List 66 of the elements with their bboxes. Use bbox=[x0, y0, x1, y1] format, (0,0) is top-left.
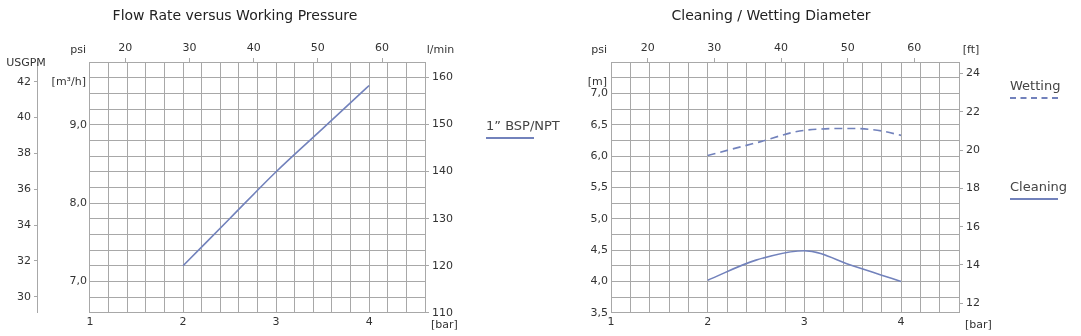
x-tick-label: 2 bbox=[179, 315, 187, 329]
x2-tick-label: 60 bbox=[375, 41, 390, 55]
x-tick-label: 3 bbox=[800, 315, 808, 329]
x-tick-label: 4 bbox=[897, 315, 905, 329]
y3-tick-label: 40 bbox=[17, 110, 31, 124]
y3-tick-label: 32 bbox=[17, 253, 31, 267]
y3-tick-label: 34 bbox=[17, 217, 31, 231]
y-tick-label: 5,0 bbox=[590, 211, 608, 225]
y2-tick-label: 130 bbox=[432, 211, 453, 225]
x2-tick-label: 20 bbox=[640, 41, 655, 55]
y-tick-label: 6,0 bbox=[590, 148, 608, 162]
y2-tick-label: 110 bbox=[432, 305, 453, 319]
x-tick-label: 1 bbox=[607, 315, 615, 329]
y3-tick-label: 36 bbox=[17, 182, 31, 196]
y-tick-label: 7,0 bbox=[590, 86, 608, 100]
y2-tick-label: 18 bbox=[966, 181, 980, 195]
y3-tick-label: 38 bbox=[17, 146, 31, 160]
x-tick-label: 2 bbox=[704, 315, 712, 329]
y-tick-label: 5,5 bbox=[590, 180, 608, 194]
line-series bbox=[706, 127, 902, 157]
x2-tick-label: 20 bbox=[118, 41, 133, 55]
text: 1” BSP/NPT bbox=[486, 118, 560, 133]
y2-tick-label: 20 bbox=[966, 142, 980, 156]
x-axis-title: [bar] bbox=[431, 317, 458, 331]
chart-title: Flow Rate versus Working Pressure bbox=[112, 7, 358, 24]
chart-title: Cleaning / Wetting Diameter bbox=[671, 7, 871, 24]
line-series bbox=[706, 249, 902, 283]
y-axis-title: [m] bbox=[587, 74, 607, 88]
y-tick-label: 6,5 bbox=[590, 117, 608, 131]
x2-tick-label: 30 bbox=[707, 41, 722, 55]
x2-tick-label: 30 bbox=[182, 41, 197, 55]
y2-tick-label: 140 bbox=[432, 164, 453, 178]
y3-axis-title: USGPM bbox=[6, 55, 46, 69]
x2-tick-label: 50 bbox=[310, 41, 325, 55]
y2-tick-label: 160 bbox=[432, 70, 453, 84]
y-tick-label: 8,0 bbox=[69, 195, 87, 209]
y2-tick-label: 14 bbox=[966, 257, 980, 271]
text: Wetting bbox=[1010, 78, 1062, 93]
x2-tick-label: 40 bbox=[246, 41, 261, 55]
y-tick-label: 7,0 bbox=[69, 274, 87, 288]
y-tick-label: 4,0 bbox=[590, 274, 608, 288]
x2-tick-label: 60 bbox=[907, 41, 922, 55]
y2-tick-label: 12 bbox=[966, 296, 980, 310]
x2-tick-label: 50 bbox=[840, 41, 855, 55]
y2-tick-label: 120 bbox=[432, 258, 453, 272]
x2-tick-label: 40 bbox=[774, 41, 788, 55]
x2-axis-title: psi bbox=[591, 42, 607, 56]
x2-axis-title: psi bbox=[70, 42, 86, 56]
y2-axis-title: l/min bbox=[426, 42, 455, 56]
line-series bbox=[182, 84, 370, 267]
y3-tick-label: 30 bbox=[17, 289, 31, 303]
y-tick-label: 4,5 bbox=[590, 242, 608, 256]
y-axis-title: [m³/h] bbox=[51, 74, 86, 88]
x-axis-title: [bar] bbox=[965, 317, 992, 331]
y-tick-label: 3,5 bbox=[590, 305, 608, 319]
y2-axis-title: [ft] bbox=[962, 42, 980, 56]
text: Cleaning bbox=[1010, 179, 1067, 194]
x-tick-label: 1 bbox=[86, 315, 94, 329]
x-tick-label: 4 bbox=[365, 315, 373, 329]
y2-tick-label: 16 bbox=[966, 219, 980, 233]
y3-tick-label: 42 bbox=[17, 74, 31, 88]
y2-tick-label: 150 bbox=[432, 117, 453, 131]
x-tick-label: 3 bbox=[272, 315, 280, 329]
y2-tick-label: 22 bbox=[966, 104, 980, 118]
y-tick-label: 9,0 bbox=[69, 117, 87, 131]
y2-tick-label: 24 bbox=[966, 66, 980, 80]
